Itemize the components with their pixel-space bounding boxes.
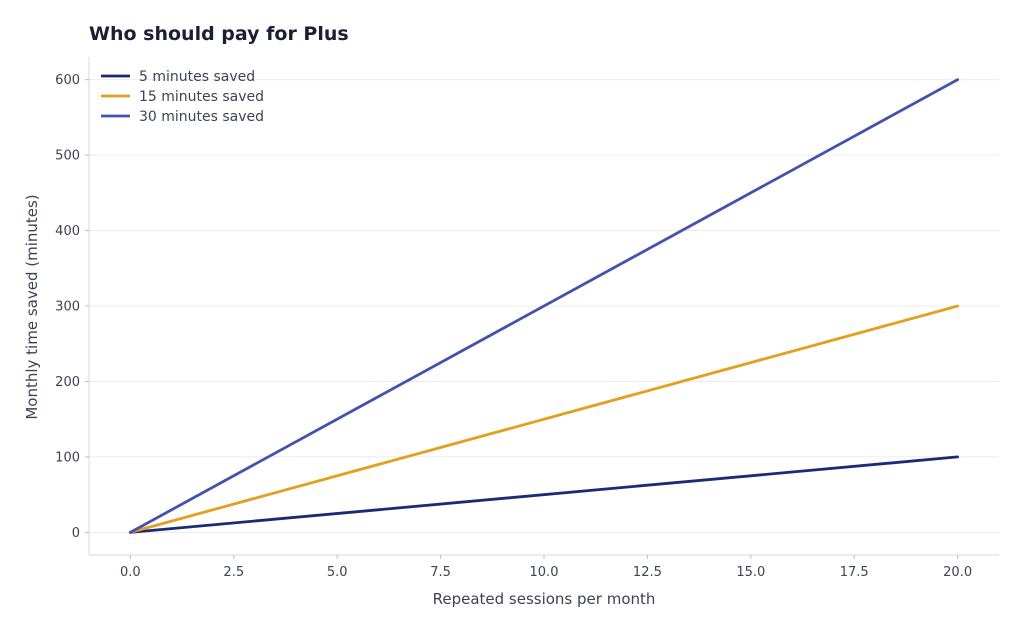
legend: 5 minutes saved 15 minutes saved 30 minute… [101,69,264,125]
y-axis-ticks: 0 100 200 300 400 500 600 [55,73,89,541]
x-tick-label-5: 12.5 [633,565,662,580]
legend-label-0: 5 minutes saved [139,69,255,85]
legend-label-2: 30 minutes saved [139,109,264,125]
chart-title: Who should pay for Plus [89,23,349,45]
x-axis-label: Repeated sessions per month [433,590,656,608]
x-tick-label-3: 7.5 [430,565,451,580]
series-line-2 [128,78,960,534]
x-tick-label-1: 2.5 [223,565,244,580]
y-tick-label-6: 600 [55,73,80,88]
y-tick-label-2: 200 [55,375,80,390]
x-tick-label-0: 0.0 [120,565,141,580]
y-tick-label-4: 400 [55,224,80,239]
y-axis-label: Monthly time saved (minutes) [23,194,41,419]
y-tick-label-1: 100 [55,450,80,465]
x-tick-label-8: 20.0 [943,565,972,580]
grid-lines [89,79,999,533]
y-tick-label-5: 500 [55,149,80,164]
x-tick-label-2: 5.0 [327,565,348,580]
x-axis-ticks: 0.0 2.5 5.0 7.5 10.0 12.5 15.0 17.5 20.0 [120,555,972,580]
series-line-1 [128,304,960,534]
x-tick-label-7: 17.5 [840,565,869,580]
x-tick-label-6: 15.0 [736,565,765,580]
y-tick-label-0: 0 [72,526,80,541]
legend-label-1: 15 minutes saved [139,89,264,105]
series-line-0 [128,455,960,534]
y-tick-label-3: 300 [55,300,80,315]
series-lines [128,78,960,534]
x-tick-label-4: 10.0 [530,565,559,580]
